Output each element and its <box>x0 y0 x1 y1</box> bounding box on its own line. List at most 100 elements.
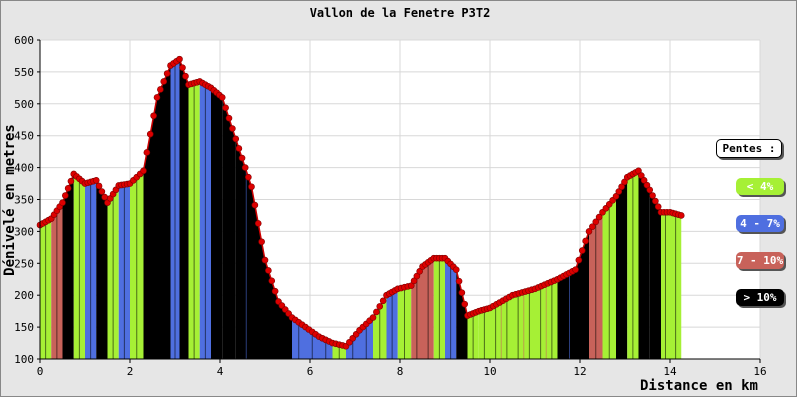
profile-point <box>376 303 384 310</box>
y-tick-label: 300 <box>14 225 34 238</box>
x-tick-label: 16 <box>753 365 766 378</box>
profile-point <box>265 267 272 274</box>
profile-point <box>218 94 226 101</box>
profile-point <box>241 164 249 171</box>
profile-points <box>36 55 685 350</box>
profile-point <box>369 314 377 321</box>
slope-band <box>235 138 252 359</box>
y-tick-label: 550 <box>14 66 34 79</box>
profile-point <box>59 199 66 206</box>
profile-point <box>618 183 625 191</box>
profile-point <box>146 130 154 138</box>
profile-point <box>379 297 387 305</box>
x-tick-label: 0 <box>37 365 44 378</box>
profile-point <box>101 193 108 201</box>
y-tick-label: 150 <box>14 321 34 334</box>
profile-point <box>232 135 240 143</box>
profile-point <box>271 287 279 295</box>
y-tick-label: 500 <box>14 98 34 111</box>
legend: Pentes : < 4% 4 - 7% 7 - 10% > 10% <box>716 139 790 326</box>
profile-point <box>410 277 418 285</box>
profile-point <box>455 277 463 285</box>
profile-point <box>258 238 265 246</box>
profile-point <box>592 218 600 226</box>
profile-point <box>589 223 596 230</box>
profile-point <box>612 193 620 200</box>
profile-point <box>643 181 651 189</box>
profile-point <box>640 177 648 184</box>
profile-point <box>182 72 189 80</box>
profile-point <box>582 237 589 245</box>
x-tick-labels: 0 2 4 6 8 10 12 14 16 <box>37 359 767 378</box>
profile-point <box>176 55 183 63</box>
profile-point <box>578 247 586 254</box>
profile-point <box>677 212 685 219</box>
x-tick-label: 4 <box>217 365 224 378</box>
legend-item-lt4: < 4% <box>736 178 784 195</box>
slope-band <box>557 269 576 359</box>
profile-point <box>615 188 623 195</box>
y-tick-label: 200 <box>14 289 34 302</box>
profile-point <box>654 203 662 210</box>
profile-point <box>62 192 69 199</box>
profile-point <box>160 78 168 85</box>
profile-point <box>254 220 262 227</box>
profile-point <box>179 64 186 71</box>
y-axis-label: Dénivelé en metres <box>2 124 18 276</box>
profile-point <box>143 149 151 156</box>
chart-title: Vallon de la Fenetre P3T2 <box>310 6 491 20</box>
profile-point <box>407 282 415 289</box>
y-tick-label: 250 <box>14 257 34 270</box>
profile-point <box>638 172 645 179</box>
x-tick-label: 10 <box>483 365 496 378</box>
profile-point <box>245 173 252 181</box>
y-tick-label: 400 <box>14 162 34 175</box>
profile-point <box>635 167 642 175</box>
profile-point <box>452 266 460 273</box>
profile-point <box>150 112 157 120</box>
profile-point <box>585 228 593 235</box>
profile-point <box>235 145 243 152</box>
profile-point <box>98 188 106 195</box>
y-tick-label: 600 <box>14 34 34 47</box>
profile-point <box>163 70 171 77</box>
profile-point <box>572 266 579 273</box>
profile-point <box>153 94 161 101</box>
profile-point <box>95 182 103 190</box>
y-tick-label: 350 <box>14 194 34 207</box>
legend-item-4-7: 4 - 7% <box>736 215 784 232</box>
profile-point <box>458 289 466 296</box>
profile-point <box>575 256 583 264</box>
profile-point <box>373 308 380 316</box>
legend-title: Pentes : <box>716 139 782 158</box>
profile-point <box>222 104 229 112</box>
profile-point <box>646 186 654 194</box>
legend-item-gt10: > 10% <box>736 289 784 306</box>
x-axis-label: Distance en km <box>640 378 758 394</box>
profile-point <box>64 185 72 192</box>
x-tick-label: 2 <box>127 365 134 378</box>
profile-point <box>248 183 255 191</box>
profile-point <box>229 125 236 132</box>
profile-point <box>225 114 233 122</box>
profile-point <box>652 197 659 205</box>
x-tick-label: 14 <box>663 365 677 378</box>
profile-point <box>461 300 468 308</box>
profile-point <box>413 272 421 280</box>
legend-item-7-10: 7 - 10% <box>736 252 784 269</box>
profile-point <box>261 256 269 264</box>
profile-point <box>67 177 75 185</box>
profile-point <box>238 154 246 162</box>
y-tick-label: 100 <box>14 353 34 366</box>
profile-point <box>157 86 164 93</box>
profile-point <box>92 177 100 184</box>
profile-point <box>595 213 603 221</box>
x-tick-label: 8 <box>397 365 404 378</box>
profile-point <box>416 267 423 275</box>
profile-point <box>268 277 276 285</box>
x-tick-label: 6 <box>307 365 314 378</box>
profile-point <box>251 201 259 209</box>
y-tick-label: 450 <box>14 130 34 143</box>
profile-point <box>621 178 628 186</box>
